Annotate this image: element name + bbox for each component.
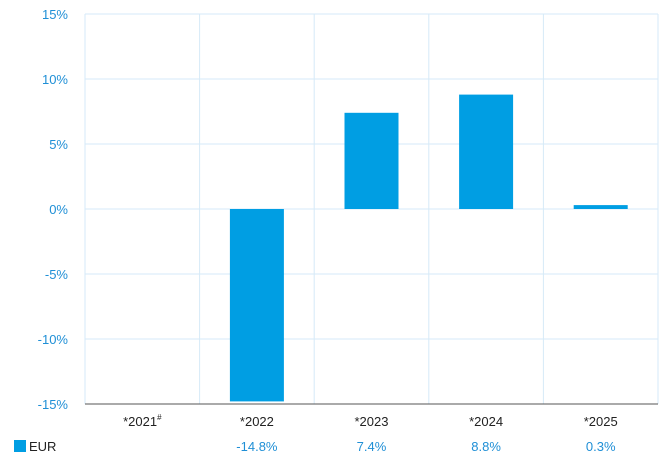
data-label: -14.8% bbox=[236, 439, 278, 454]
x-tick-label: *2025 bbox=[584, 414, 618, 429]
bar-2022 bbox=[229, 209, 284, 402]
x-axis: *2021# *2022 *2023 *2024 *2025 bbox=[123, 413, 618, 429]
data-label: 8.8% bbox=[471, 439, 501, 454]
bars bbox=[229, 94, 628, 402]
data-label: 7.4% bbox=[357, 439, 387, 454]
x-tick-label: *2023 bbox=[355, 414, 389, 429]
data-labels: -14.8% 7.4% 8.8% 0.3% bbox=[236, 439, 616, 454]
y-tick-label: 0% bbox=[49, 202, 68, 217]
bar-2023 bbox=[344, 112, 399, 209]
grid-lines bbox=[84, 13, 659, 405]
y-axis: 15% 10% 5% 0% -5% -10% -15% bbox=[38, 7, 69, 412]
x-tick-superscript: # bbox=[157, 413, 162, 422]
data-label: 0.3% bbox=[586, 439, 616, 454]
y-tick-label: -5% bbox=[45, 267, 69, 282]
y-tick-label: 5% bbox=[49, 137, 68, 152]
legend-swatch bbox=[14, 440, 26, 452]
x-tick-label: *2021# bbox=[123, 413, 162, 429]
x-tick-label: *2024 bbox=[469, 414, 503, 429]
y-tick-label: 10% bbox=[42, 72, 68, 87]
x-tick-label: *2022 bbox=[240, 414, 274, 429]
bar-2024 bbox=[459, 94, 514, 209]
y-tick-label: 15% bbox=[42, 7, 68, 22]
y-tick-label: -15% bbox=[38, 397, 69, 412]
bar-2025 bbox=[573, 205, 628, 209]
legend: EUR bbox=[14, 439, 56, 454]
legend-label-eur: EUR bbox=[29, 439, 56, 454]
y-tick-label: -10% bbox=[38, 332, 69, 347]
